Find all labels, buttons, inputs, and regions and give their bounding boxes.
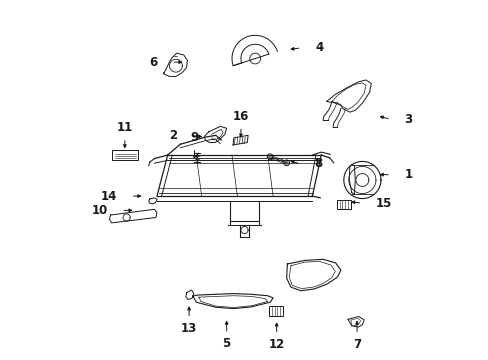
Text: 6: 6 [149,55,157,69]
Text: 1: 1 [404,168,412,181]
Text: 14: 14 [101,190,117,203]
Text: 9: 9 [190,131,198,144]
Text: 12: 12 [268,338,284,351]
Text: 5: 5 [222,337,230,350]
Bar [268,306,283,316]
Text: 4: 4 [315,41,323,54]
Text: 7: 7 [352,338,360,351]
Text: 11: 11 [117,121,133,134]
Text: 8: 8 [314,157,322,170]
Text: 15: 15 [375,197,391,210]
Text: 3: 3 [404,113,412,126]
Bar [111,150,138,160]
Bar [336,201,350,209]
Text: 2: 2 [169,129,177,142]
Text: 16: 16 [232,110,248,123]
Text: 13: 13 [181,322,197,335]
Text: 10: 10 [91,204,107,217]
